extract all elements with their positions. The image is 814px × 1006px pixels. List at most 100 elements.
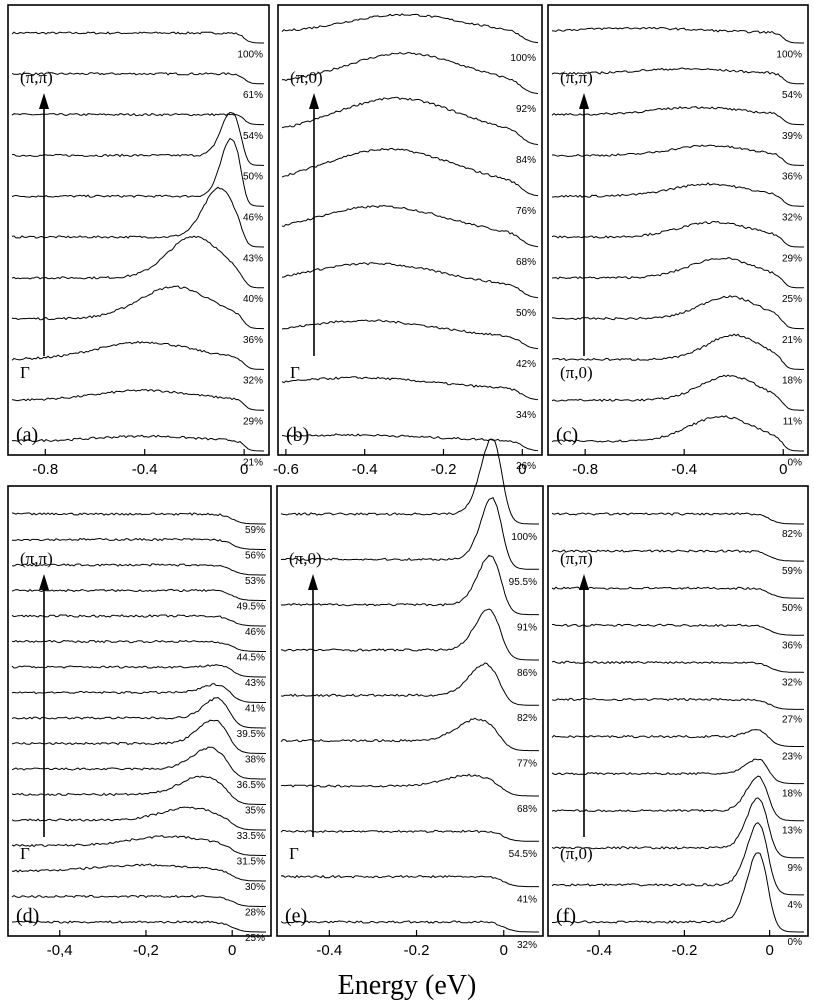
edc-curve (551, 775, 804, 822)
x-tick-label: 0 (518, 461, 526, 478)
panel-frame (547, 4, 809, 456)
edc-curve (11, 31, 264, 44)
x-tick-label: -0.2 (431, 461, 457, 478)
edc-curve (551, 26, 804, 44)
edc-curve (551, 333, 804, 370)
curve-label: 59% (782, 566, 802, 577)
x-tick-label: 0 (228, 942, 236, 959)
edc-curve (280, 554, 540, 616)
curve-label: 29% (243, 416, 263, 427)
edc-curve (11, 696, 266, 729)
edc-curve (11, 664, 266, 678)
x-tick-label: -0.2 (404, 942, 430, 959)
curve-label: 39.5% (237, 729, 265, 740)
curve-label: 11% (783, 416, 802, 427)
curve-label: 31.5% (237, 856, 265, 867)
edc-curve (551, 549, 804, 562)
panel-label: (d) (16, 905, 39, 927)
panel-label: (a) (16, 424, 38, 446)
edc-curve (281, 13, 539, 44)
edc-curve (551, 374, 804, 411)
edc-curve (11, 588, 266, 601)
bottom-k-label: Γ (289, 844, 299, 863)
arrow-head (579, 574, 589, 590)
curve-label: 41% (245, 703, 265, 714)
arrow-head (579, 93, 589, 109)
curve-label: 36% (782, 640, 802, 651)
curve-label: 46% (243, 212, 263, 223)
top-k-label: (π,π) (560, 68, 593, 87)
panel-e: 100% 95.5% 91% 86% 82% 77% 68% 54.5% 41% 32% (π,0)… (276, 438, 544, 959)
edc-curve (551, 729, 804, 747)
curve-label: 13% (782, 826, 802, 837)
edc-curve (551, 660, 805, 673)
edc-curve (11, 639, 266, 652)
edc-curve (11, 806, 266, 831)
x-tick-label: -0.2 (671, 942, 697, 959)
curve-label: 76% (516, 206, 536, 217)
bottom-k-label: Γ (20, 363, 30, 382)
bottom-k-label: Γ (20, 844, 30, 863)
x-tick-label: -0,4 (47, 942, 73, 959)
edc-curve (281, 319, 539, 350)
panel-frame (276, 485, 544, 937)
edc-curve (11, 72, 264, 85)
edc-curve (551, 852, 804, 933)
panel-label: (c) (556, 424, 578, 446)
curve-label: 32% (782, 212, 802, 223)
arrow-head (39, 93, 49, 109)
edc-curve (11, 340, 264, 370)
edc-curve (551, 797, 804, 859)
curve-label: 36.5% (237, 780, 265, 791)
x-tick-label: -0.8 (572, 461, 598, 478)
x-tick-label: -0.4 (132, 461, 158, 478)
edc-curve (551, 182, 804, 207)
curve-label: 32% (517, 940, 537, 951)
top-k-label: (π,π) (20, 549, 53, 568)
curve-label: 61% (243, 90, 263, 101)
bottom-k-label: (π,0) (560, 363, 593, 382)
curve-label: 82% (782, 529, 802, 540)
edc-curve (551, 220, 804, 248)
edc-curve (11, 834, 266, 856)
edc-curve (551, 586, 804, 599)
edc-curve (281, 147, 539, 197)
curve-label: 100% (776, 49, 802, 60)
edc-curve (551, 106, 804, 126)
curve-label: 26% (516, 461, 536, 472)
panel-f: 82% 59% 50% 36% 32% 27% 23% 18% 13% 9% 4% 0% (π,π) (π… (547, 485, 809, 959)
curve-label: 84% (516, 155, 536, 166)
curve-label: 32% (243, 376, 263, 387)
curve-label: 68% (517, 804, 537, 815)
curve-label: 23% (782, 752, 802, 763)
edc-curve (281, 262, 539, 299)
edc-curve (11, 512, 266, 525)
edc-curve (551, 67, 804, 85)
edc-curve (11, 614, 266, 627)
edc-curve (280, 874, 540, 888)
curve-label: 43% (243, 253, 263, 264)
edc-curve (281, 96, 539, 146)
curve-label: 40% (243, 294, 263, 305)
arrow-head (308, 574, 318, 590)
curve-label: 35% (245, 805, 265, 816)
bottom-k-label: (π,0) (560, 844, 593, 863)
curve-label: 49.5% (237, 601, 265, 612)
edc-curve (280, 608, 539, 661)
x-tick-label: -0,2 (133, 942, 159, 959)
curve-label: 0% (788, 457, 803, 468)
edc-curve (551, 294, 804, 330)
curve-label: 28% (245, 907, 265, 918)
edc-curve (551, 697, 804, 710)
edc-curve (11, 537, 266, 550)
curve-label: 0% (788, 937, 803, 948)
panel-label: (e) (285, 905, 307, 927)
edc-curve (551, 144, 804, 166)
edc-curve (11, 137, 264, 207)
edc-curve (11, 719, 266, 754)
edc-curve (280, 920, 539, 933)
edc-curve (12, 920, 266, 933)
curve-label: 33.5% (237, 831, 265, 842)
panel-d: 59% 56% 53% 49.5% 46% 44.5% 43% 41% 39.5% 38% 36.5… (7, 485, 272, 959)
curve-label: 32% (782, 677, 802, 688)
